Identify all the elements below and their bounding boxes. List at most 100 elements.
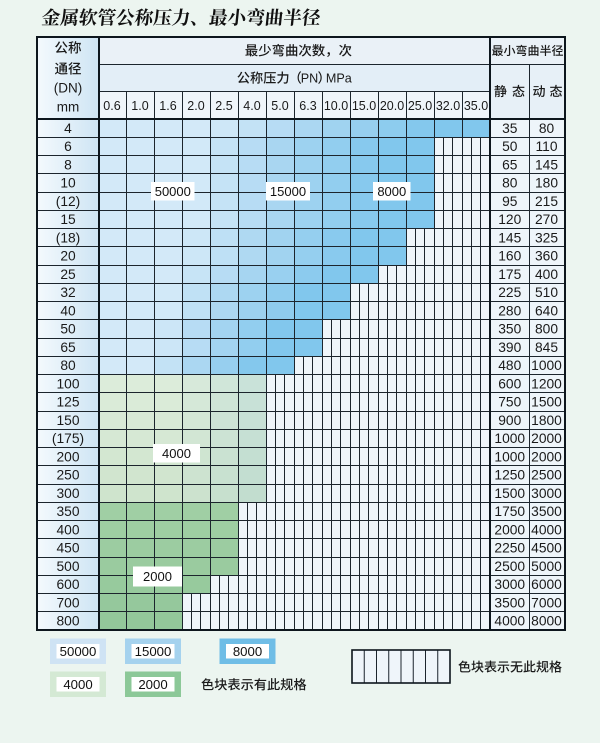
- svg-text:6: 6: [64, 139, 72, 154]
- svg-text:2250: 2250: [494, 541, 525, 556]
- svg-text:500: 500: [56, 559, 79, 574]
- svg-text:4.0: 4.0: [243, 99, 260, 113]
- svg-text:400: 400: [56, 522, 79, 537]
- svg-text:4500: 4500: [531, 541, 562, 556]
- svg-text:175: 175: [498, 267, 521, 282]
- svg-text:2000: 2000: [531, 431, 562, 446]
- svg-text:225: 225: [498, 285, 521, 300]
- svg-text:8: 8: [64, 157, 72, 172]
- svg-text:1250: 1250: [494, 468, 525, 483]
- svg-text:640: 640: [535, 303, 558, 318]
- svg-text:2000: 2000: [494, 522, 525, 537]
- svg-text:1000: 1000: [494, 449, 525, 464]
- svg-text:2000: 2000: [138, 677, 167, 692]
- svg-text:20.0: 20.0: [380, 99, 404, 113]
- svg-text:125: 125: [56, 395, 79, 410]
- svg-text:25.0: 25.0: [408, 99, 432, 113]
- svg-text:(12): (12): [56, 194, 81, 209]
- svg-text:50: 50: [60, 322, 76, 337]
- svg-text:65: 65: [502, 157, 518, 172]
- svg-text:15000: 15000: [135, 644, 172, 659]
- svg-text:32.0: 32.0: [436, 99, 460, 113]
- svg-text:160: 160: [498, 249, 521, 264]
- svg-text:2500: 2500: [494, 559, 525, 574]
- svg-text:450: 450: [56, 541, 79, 556]
- svg-text:2500: 2500: [531, 468, 562, 483]
- svg-text:145: 145: [498, 230, 521, 245]
- svg-text:510: 510: [535, 285, 558, 300]
- svg-text:4000: 4000: [531, 522, 562, 537]
- svg-text:15: 15: [60, 212, 76, 227]
- svg-text:50000: 50000: [155, 184, 191, 199]
- svg-text:215: 215: [535, 194, 558, 209]
- svg-text:250: 250: [56, 468, 79, 483]
- svg-text:4000: 4000: [494, 614, 525, 629]
- svg-text:1000: 1000: [494, 431, 525, 446]
- svg-text:750: 750: [498, 395, 521, 410]
- svg-text:350: 350: [56, 504, 79, 519]
- svg-text:4: 4: [64, 121, 72, 136]
- svg-text:10.0: 10.0: [324, 99, 348, 113]
- svg-text:120: 120: [498, 212, 521, 227]
- svg-text:mm: mm: [57, 100, 80, 115]
- svg-text:(175): (175): [52, 431, 84, 446]
- svg-text:360: 360: [535, 249, 558, 264]
- svg-text:800: 800: [535, 322, 558, 337]
- svg-text:8000: 8000: [233, 644, 262, 659]
- svg-text:80: 80: [502, 176, 518, 191]
- svg-text:25: 25: [60, 267, 76, 282]
- svg-text:65: 65: [60, 340, 76, 355]
- svg-text:50000: 50000: [60, 644, 97, 659]
- svg-text:4000: 4000: [63, 677, 92, 692]
- svg-text:20: 20: [60, 249, 76, 264]
- svg-text:110: 110: [536, 139, 558, 154]
- svg-text:700: 700: [56, 595, 79, 610]
- svg-text:800: 800: [56, 614, 79, 629]
- svg-text:350: 350: [498, 322, 521, 337]
- svg-text:7000: 7000: [531, 595, 562, 610]
- svg-text:325: 325: [535, 230, 558, 245]
- svg-text:8000: 8000: [531, 614, 562, 629]
- svg-text:(18): (18): [56, 230, 81, 245]
- svg-text:270: 270: [535, 212, 558, 227]
- svg-text:2000: 2000: [143, 569, 172, 584]
- svg-text:180: 180: [535, 176, 558, 191]
- svg-text:390: 390: [498, 340, 521, 355]
- svg-text:1.0: 1.0: [131, 99, 148, 113]
- svg-text:200: 200: [56, 449, 79, 464]
- svg-text:100: 100: [56, 376, 79, 391]
- svg-text:1500: 1500: [531, 395, 562, 410]
- svg-text:1800: 1800: [531, 413, 562, 428]
- svg-text:5.0: 5.0: [271, 99, 288, 113]
- svg-text:1000: 1000: [531, 358, 562, 373]
- svg-text:MPa: MPa: [326, 72, 352, 86]
- svg-text:845: 845: [535, 340, 558, 355]
- svg-text:145: 145: [535, 157, 558, 172]
- svg-text:2000: 2000: [531, 449, 562, 464]
- svg-text:150: 150: [56, 413, 79, 428]
- svg-text:400: 400: [535, 267, 558, 282]
- svg-text:95: 95: [502, 194, 518, 209]
- svg-text:15000: 15000: [270, 184, 306, 199]
- svg-text:600: 600: [56, 577, 79, 592]
- svg-text:280: 280: [498, 303, 521, 318]
- svg-text:3000: 3000: [531, 486, 562, 501]
- svg-text:3000: 3000: [494, 577, 525, 592]
- svg-text:2.5: 2.5: [215, 99, 232, 113]
- svg-text:5000: 5000: [531, 559, 562, 574]
- svg-text:35: 35: [502, 121, 518, 136]
- svg-text:50: 50: [502, 139, 518, 154]
- svg-text:480: 480: [498, 358, 521, 373]
- svg-text:900: 900: [498, 413, 521, 428]
- svg-text:1750: 1750: [494, 504, 525, 519]
- svg-text:15.0: 15.0: [352, 99, 376, 113]
- svg-text:1500: 1500: [494, 486, 525, 501]
- svg-text:4000: 4000: [162, 446, 191, 461]
- svg-text:6.3: 6.3: [299, 99, 316, 113]
- svg-text:(DN): (DN): [54, 81, 83, 96]
- svg-text:3500: 3500: [531, 504, 562, 519]
- svg-text:32: 32: [60, 285, 75, 300]
- svg-text:3500: 3500: [494, 595, 525, 610]
- svg-text:80: 80: [60, 358, 76, 373]
- svg-text:6000: 6000: [531, 577, 562, 592]
